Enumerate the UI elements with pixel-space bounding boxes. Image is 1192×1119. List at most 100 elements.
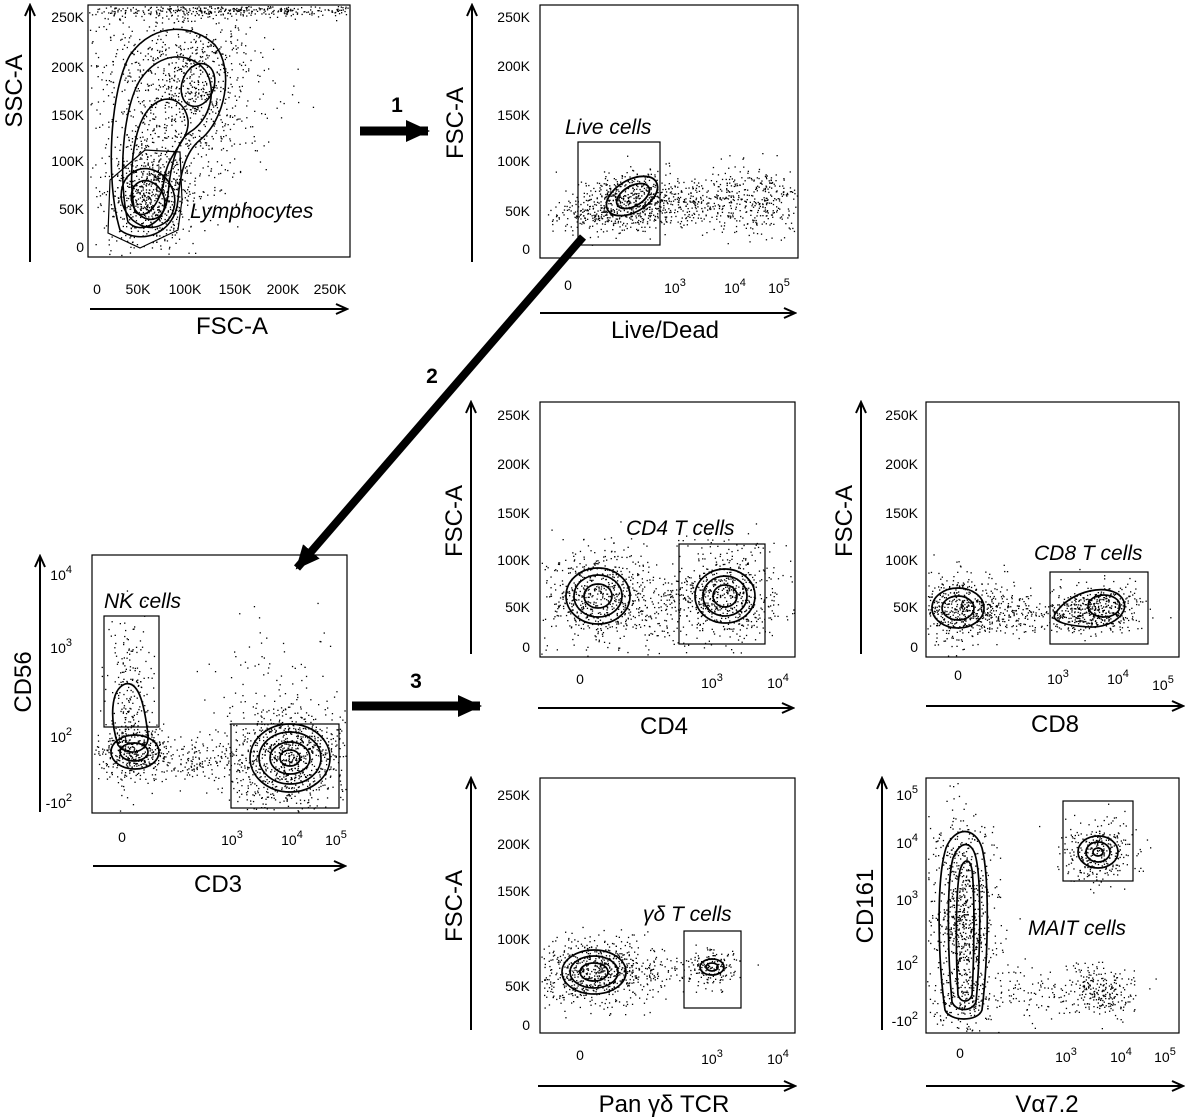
event-dot [612,229,614,231]
event-dot [214,757,216,759]
event-dot [723,198,726,200]
event-dot [693,212,695,215]
event-dot [643,184,645,186]
event-dot [626,211,629,213]
event-dot [186,199,188,201]
event-dot [328,758,330,760]
event-dot [245,728,247,730]
event-dot [149,13,152,16]
event-dot [688,187,690,189]
event-dot [146,711,148,713]
event-dot [709,208,712,211]
event-dot [626,172,628,174]
event-dot [142,121,145,123]
event-dot [643,208,645,210]
event-dot [306,11,308,14]
event-dot [247,750,249,753]
event-dot [200,106,203,109]
event-dot [110,39,112,41]
event-dot [604,223,606,225]
event-dot [719,183,722,186]
event-dot [234,692,237,694]
event-dot [580,218,582,220]
event-dot [787,208,790,210]
event-dot [139,197,142,199]
event-dot [182,6,184,8]
event-dot [173,189,176,191]
event-dot [188,191,191,193]
event-dot [335,745,337,747]
event-dot [97,101,100,103]
event-dot [309,735,311,737]
event-dot [265,748,267,751]
event-dot [96,65,98,67]
event-dot [195,49,197,51]
event-dot [177,770,179,772]
event-dot [215,132,217,134]
event-dot [783,194,785,196]
event-dot [189,56,191,58]
event-dot [175,159,177,161]
event-dot [164,198,166,200]
event-dot [151,247,154,249]
event-dot [296,769,299,771]
event-dot [638,194,640,197]
event-dot [152,213,154,215]
event-dot [326,737,328,739]
event-dot [130,35,132,37]
event-dot [195,756,197,758]
event-dot [136,144,138,146]
event-dot [128,649,130,651]
event-dot [254,732,256,734]
event-dot [100,710,102,712]
event-dot [679,206,682,209]
event-dot [282,748,284,750]
event-dot [107,740,110,743]
event-dot [239,771,241,773]
event-dot [155,753,157,755]
event-dot [213,194,215,196]
event-dot [142,69,145,71]
event-dot [245,71,247,73]
event-dot [339,775,341,777]
event-dot [171,62,173,64]
event-dot [240,766,243,768]
event-dot [173,229,175,231]
event-dot [598,182,601,185]
event-dot [165,745,167,748]
event-dot [129,186,131,188]
event-dot [217,224,219,226]
event-dot [267,750,270,753]
event-dot [256,19,258,21]
event-dot [614,197,617,199]
event-dot [745,211,747,213]
event-dot [134,759,136,761]
event-dot [115,727,117,730]
event-dot [173,80,176,82]
event-dot [547,214,550,216]
event-dot [594,215,596,217]
event-dot [146,209,148,211]
event-dot [757,201,759,204]
event-dot [330,749,332,751]
event-dot [217,7,219,9]
event-dot [625,205,627,207]
event-dot [713,183,715,185]
event-dot [259,75,261,77]
event-dot [187,31,189,33]
event-dot [340,784,342,786]
event-dot [201,763,203,765]
event-dot [264,754,266,756]
event-dot [144,148,146,150]
event-dot [202,91,204,93]
event-dot [128,750,130,752]
event-dot [753,191,755,193]
event-dot [189,774,191,776]
event-dot [150,134,152,136]
event-dot [123,671,125,673]
event-dot [194,180,196,182]
event-dot [148,174,150,176]
event-dot [148,754,150,756]
event-dot [168,93,171,96]
event-dot [169,10,171,13]
